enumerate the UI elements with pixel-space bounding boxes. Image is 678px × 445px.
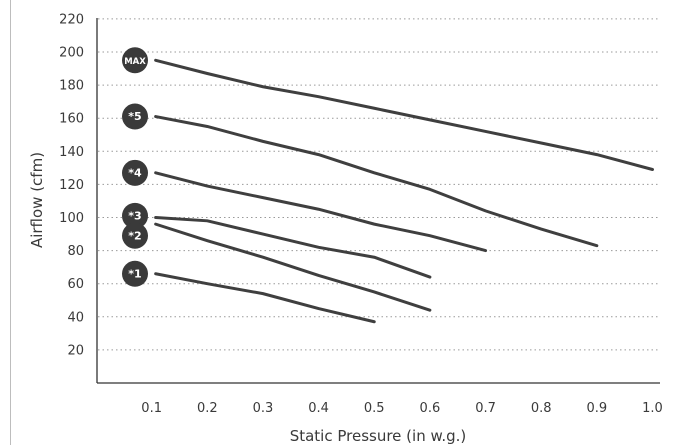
x-tick-label: 0.2 [197,401,218,416]
series-line-star3 [154,216,432,279]
y-tick-label: 140 [59,145,84,160]
series-line-star4 [154,171,488,253]
y-tick-label: 80 [67,244,84,259]
series-line-star5 [154,115,599,248]
series-line-MAX [154,58,654,172]
y-tick-label: 200 [59,46,84,61]
x-tick-label: 0.9 [587,401,608,416]
marker-circle [122,222,148,249]
grid-lines [98,18,660,351]
marker-star5: *5 [122,103,148,130]
series-line-star2 [154,222,432,312]
series-lines [154,58,654,324]
x-tick-labels: 0.1 0.2 0.3 0.4 0.5 0.6 0.7 0.8 0.9 1.0 [141,401,663,416]
x-axis-title: Static Pressure (in w.g.) [290,427,467,445]
series-markers: MAX *5 *4 *3 *2 *1 [122,47,148,287]
marker-circle [122,159,148,186]
marker-circle [122,47,148,74]
series-line-star1 [154,272,376,324]
marker-circle [122,103,148,130]
y-tick-label: 120 [59,178,84,193]
x-tick-label: 0.5 [364,401,385,416]
marker-circle [122,202,148,229]
axes [96,18,660,384]
marker-label: *5 [128,110,141,123]
y-tick-label: 40 [67,310,84,325]
y-tick-label: 160 [59,112,84,127]
marker-star3: *3 [122,202,148,229]
left-frame-border [10,0,11,445]
y-tick-labels: 20 40 60 80 100 120 140 160 180 200 220 [59,12,84,358]
x-tick-label: 1.0 [642,401,663,416]
marker-label: *2 [128,229,141,242]
marker-label: *3 [128,209,141,222]
marker-star2: *2 [122,222,148,249]
y-tick-label: 220 [59,12,84,27]
marker-label: MAX [124,57,146,67]
marker-MAX: MAX [122,47,148,74]
x-tick-label: 0.7 [475,401,496,416]
marker-label: *1 [128,267,141,280]
marker-star4: *4 [122,159,148,186]
x-tick-label: 0.3 [253,401,274,416]
y-axis-title: Airflow (cfm) [28,152,46,248]
y-tick-label: 100 [59,211,84,226]
y-tick-label: 180 [59,79,84,94]
x-tick-label: 0.1 [141,401,162,416]
x-tick-label: 0.6 [420,401,441,416]
marker-circle [122,260,148,287]
x-tick-label: 0.4 [308,401,329,416]
marker-star1: *1 [122,260,148,287]
y-tick-label: 20 [67,343,84,358]
x-tick-label: 0.8 [531,401,552,416]
marker-label: *4 [128,166,142,179]
y-tick-label: 60 [67,277,84,292]
